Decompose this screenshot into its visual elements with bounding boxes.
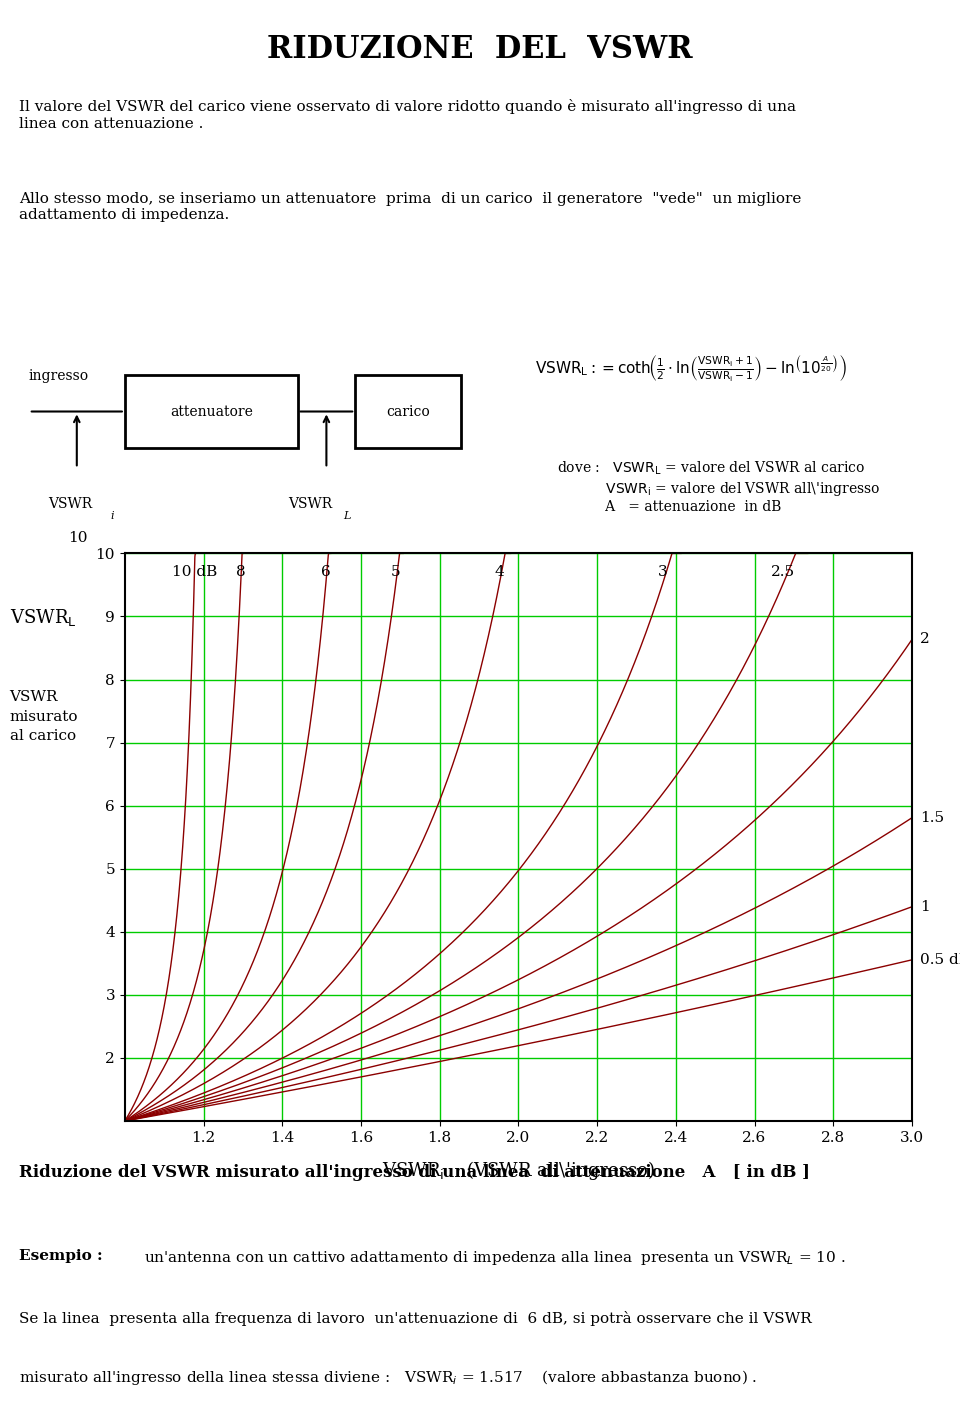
Text: 2: 2 [920,633,929,647]
Text: 0.5 dB: 0.5 dB [920,952,960,966]
Text: Il valore del VSWR del carico viene osservato di valore ridotto quando è misurat: Il valore del VSWR del carico viene osse… [19,99,796,131]
Text: 3: 3 [658,565,667,579]
Text: Esempio :: Esempio : [19,1249,103,1263]
Text: Se la linea  presenta alla frequenza di lavoro  un'attenuazione di  6 dB, si pot: Se la linea presenta alla frequenza di l… [19,1311,812,1327]
Text: i: i [110,511,114,521]
Text: 1: 1 [920,900,929,914]
Text: VSWR: VSWR [288,497,332,511]
Text: 6: 6 [321,565,331,579]
Text: 4: 4 [494,565,504,579]
Text: VSWR$_\mathrm{L}$: VSWR$_\mathrm{L}$ [10,607,76,627]
Text: attenuatore: attenuatore [170,404,252,419]
Text: Riduzione del VSWR misurato all'ingresso di una linea  di attenuazione   A   [ i: Riduzione del VSWR misurato all'ingresso… [19,1164,810,1181]
Text: 8: 8 [236,565,246,579]
Text: dove :   $\mathrm{VSWR_L}$ = valore del VSWR al carico
           $\mathrm{VSWR_: dove : $\mathrm{VSWR_L}$ = valore del VS… [557,460,880,514]
FancyBboxPatch shape [355,375,461,448]
Text: 2.5: 2.5 [771,565,795,579]
Text: RIDUZIONE  DEL  VSWR: RIDUZIONE DEL VSWR [267,34,693,65]
X-axis label: VSWR$_\mathrm{i}$    (VSWR all\'ingresso): VSWR$_\mathrm{i}$ (VSWR all\'ingresso) [382,1159,655,1182]
Text: un'antenna con un cattivo adattamento di impedenza alla linea  presenta un VSWR$: un'antenna con un cattivo adattamento di… [144,1249,845,1267]
Text: 1.5: 1.5 [920,810,944,824]
Text: carico: carico [386,404,430,419]
Text: VSWR
misurato
al carico: VSWR misurato al carico [10,690,78,744]
Text: Allo stesso modo, se inseriamo un attenuatore  prima  di un carico  il generator: Allo stesso modo, se inseriamo un attenu… [19,192,802,221]
Text: ingresso: ingresso [29,369,89,383]
Text: L: L [343,511,350,521]
Text: 5: 5 [391,565,401,579]
Text: $\mathrm{VSWR}_\mathrm{L} := \mathrm{coth}\!\left(\frac{1}{2}\cdot\ln\!\left(\fr: $\mathrm{VSWR}_\mathrm{L} := \mathrm{cot… [536,353,847,385]
Text: 10: 10 [68,531,87,545]
FancyBboxPatch shape [125,375,298,448]
Text: misurato all'ingresso della linea stessa diviene :   VSWR$_i$ = 1.517    (valore: misurato all'ingresso della linea stessa… [19,1368,757,1386]
Text: 10 dB: 10 dB [172,565,217,579]
Text: VSWR: VSWR [48,497,92,511]
